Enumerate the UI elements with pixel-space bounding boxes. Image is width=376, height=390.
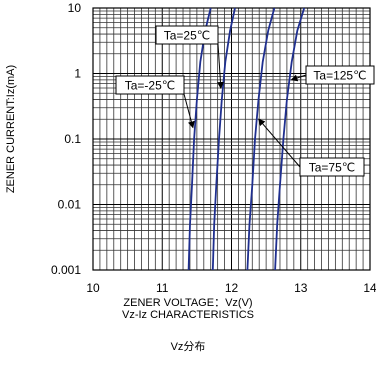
callouts: Ta=25℃ Ta=-25℃ Ta=125℃ Ta=75℃ [115,25,375,177]
y-tick-label: 0.01 [58,198,82,212]
callout-leader [258,118,301,168]
y-tick-label: 10 [68,1,82,15]
chart-caption: Vz分布 [170,341,206,353]
y-tick-label: 0.1 [64,132,81,146]
y-axis-label: ZENER CURRENT:Iz(mA) [5,65,17,193]
callout-label: Ta=125℃ [313,69,366,83]
x-axis-label: ZENER VOLTAGE：Vz(V) [123,297,253,309]
callout-box [115,75,185,95]
callout-leader [183,93,195,129]
series-line [274,7,306,271]
callout-label: Ta=25℃ [164,29,211,43]
plot-border [92,7,371,271]
x-tick-label: 10 [86,281,100,295]
series-line [211,7,236,271]
y-tick-label: 0.001 [51,263,81,277]
callout-box [155,25,219,45]
callout-label: Ta=-25℃ [125,79,176,93]
x-tick-label: 14 [363,281,376,295]
y-tick-label: 1 [74,67,81,81]
tick-labels: 10 11 12 13 14 10 1 0.1 0.01 0.001 [51,1,376,295]
zener-chart: 10 11 12 13 14 10 1 0.1 0.01 0.001 ZENER CURRENT:… [5,1,376,295]
callout-label: Ta=75℃ [309,161,356,175]
chart-subtitle: Vz-Iz CHARACTERISTICS [121,309,254,321]
series-line [246,7,276,271]
x-tick-label: 13 [294,281,308,295]
x-tick-label: 12 [225,281,239,295]
callout-leader [216,43,224,90]
grid [92,8,371,271]
callout-leader [290,74,307,82]
x-tick-label: 11 [156,281,169,295]
